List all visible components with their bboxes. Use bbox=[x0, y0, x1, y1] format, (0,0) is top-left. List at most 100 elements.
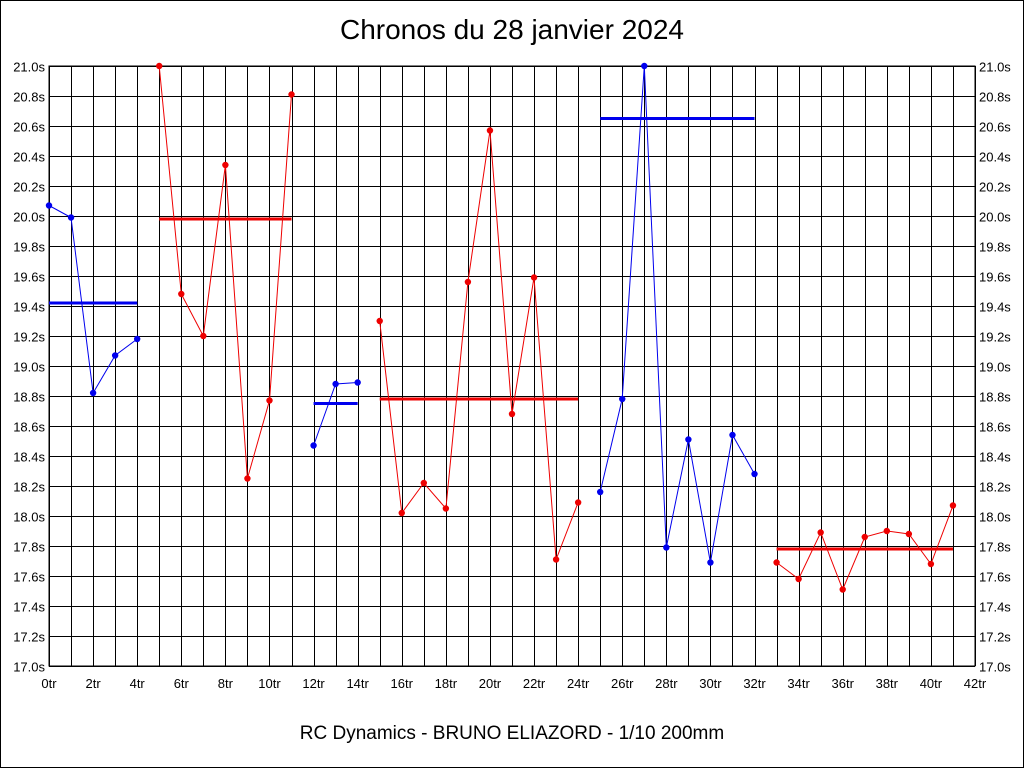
series-line bbox=[313, 382, 358, 446]
y-tick-label-left: 20.4s bbox=[13, 150, 45, 165]
y-tick-label-left: 18.0s bbox=[13, 510, 45, 525]
y-tick-label-left: 20.0s bbox=[13, 210, 45, 225]
data-point bbox=[508, 410, 516, 418]
data-point bbox=[574, 499, 582, 506]
y-tick-label-right: 19.6s bbox=[979, 270, 1011, 285]
y-tick-label-right: 17.8s bbox=[979, 540, 1011, 555]
y-tick-label-left: 18.6s bbox=[13, 420, 45, 435]
data-point bbox=[773, 559, 780, 566]
x-tick-label: 34tr bbox=[787, 676, 810, 691]
data-point bbox=[663, 544, 670, 551]
chart-grid bbox=[48, 65, 976, 667]
data-point bbox=[883, 527, 891, 535]
y-tick-label-right: 17.2s bbox=[979, 630, 1011, 645]
data-point bbox=[266, 397, 273, 404]
y-tick-label-right: 19.4s bbox=[979, 300, 1011, 315]
x-tick-label: 22tr bbox=[523, 676, 546, 691]
y-tick-label-right: 17.4s bbox=[979, 600, 1011, 615]
y-tick-label-left: 17.8s bbox=[13, 540, 45, 555]
data-point bbox=[442, 505, 450, 512]
y-tick-label-right: 19.2s bbox=[979, 330, 1011, 345]
y-tick-label-left: 19.2s bbox=[13, 330, 45, 345]
y-tick-label-left: 19.4s bbox=[13, 300, 45, 315]
chart-title: Chronos du 28 janvier 2024 bbox=[339, 14, 684, 45]
data-point bbox=[839, 586, 846, 593]
y-axis-left: 17.0s 17.2s 17.4s 17.6s 17.8s 18.0s 18.2s 18.4s… bbox=[13, 60, 45, 675]
y-tick-label-right: 18.8s bbox=[979, 390, 1011, 405]
y-tick-label-right: 20.4s bbox=[979, 150, 1011, 165]
x-tick-label: 20tr bbox=[479, 676, 502, 691]
data-point bbox=[354, 379, 361, 386]
y-axis-right: 17.0s 17.2s 17.4s 17.6s 17.8s 18.0s 18.2s 18.4s… bbox=[979, 60, 1011, 675]
data-point bbox=[707, 559, 714, 566]
x-tick-label: 38tr bbox=[876, 676, 899, 691]
y-tick-label-left: 17.2s bbox=[13, 630, 45, 645]
x-tick-label: 14tr bbox=[346, 676, 369, 691]
mean-lines bbox=[49, 117, 953, 551]
data-point bbox=[861, 533, 868, 541]
y-tick-label-left: 18.2s bbox=[13, 480, 45, 495]
data-point bbox=[751, 470, 758, 478]
y-tick-label-left: 20.2s bbox=[13, 180, 45, 195]
x-tick-label: 28tr bbox=[655, 676, 678, 691]
x-tick-label: 16tr bbox=[391, 676, 414, 691]
y-tick-label-right: 18.0s bbox=[979, 510, 1011, 525]
data-point bbox=[178, 290, 185, 298]
data-point bbox=[817, 529, 824, 536]
x-axis: 0tr 2tr 4tr 6tr 8tr 10tr 12tr 14tr 16tr 18tr 20tr 2… bbox=[41, 676, 986, 691]
y-tick-label-left: 18.8s bbox=[13, 390, 45, 405]
y-tick-label-right: 19.8s bbox=[979, 240, 1011, 255]
y-tick-label-left: 17.4s bbox=[13, 600, 45, 615]
x-tick-label: 24tr bbox=[567, 676, 590, 691]
data-point bbox=[795, 575, 802, 583]
data-point bbox=[530, 274, 538, 281]
x-tick-label: 36tr bbox=[832, 676, 855, 691]
series-line bbox=[379, 130, 579, 560]
y-tick-label-right: 20.0s bbox=[979, 210, 1011, 225]
x-tick-label: 8tr bbox=[218, 676, 234, 691]
y-tick-label-right: 20.8s bbox=[979, 90, 1011, 105]
data-point bbox=[619, 395, 626, 403]
y-tick-label-right: 18.6s bbox=[979, 420, 1011, 435]
data-point bbox=[641, 62, 648, 70]
y-tick-label-left: 19.0s bbox=[13, 360, 45, 375]
series-lines bbox=[45, 62, 957, 593]
data-point bbox=[376, 317, 383, 325]
data-point bbox=[685, 436, 692, 443]
data-point bbox=[486, 127, 494, 134]
data-point bbox=[67, 214, 75, 221]
data-point bbox=[905, 530, 913, 538]
y-tick-label-left: 20.6s bbox=[13, 120, 45, 135]
y-tick-label-left: 20.8s bbox=[13, 90, 45, 105]
x-tick-label: 10tr bbox=[258, 676, 281, 691]
data-point bbox=[111, 352, 119, 359]
data-point bbox=[288, 91, 295, 98]
x-tick-label: 0tr bbox=[41, 676, 57, 691]
data-point bbox=[222, 161, 229, 169]
y-tick-label-right: 17.6s bbox=[979, 570, 1011, 585]
x-tick-label: 2tr bbox=[86, 676, 102, 691]
x-tick-label: 12tr bbox=[302, 676, 325, 691]
data-point bbox=[200, 332, 207, 340]
x-tick-label: 26tr bbox=[611, 676, 634, 691]
y-tick-label-left: 21.0s bbox=[13, 60, 45, 75]
data-point bbox=[244, 475, 251, 482]
data-point bbox=[949, 502, 957, 509]
x-tick-label: 32tr bbox=[743, 676, 766, 691]
y-tick-label-left: 17.6s bbox=[13, 570, 45, 585]
data-point bbox=[89, 389, 97, 397]
x-tick-label: 42tr bbox=[964, 676, 987, 691]
x-tick-label: 30tr bbox=[699, 676, 722, 691]
y-tick-label-right: 21.0s bbox=[979, 60, 1011, 75]
y-tick-label-right: 20.2s bbox=[979, 180, 1011, 195]
chart-subtitle: RC Dynamics - BRUNO ELIAZORD - 1/10 200m… bbox=[299, 723, 725, 744]
y-tick-label-left: 19.6s bbox=[13, 270, 45, 285]
x-tick-label: 6tr bbox=[174, 676, 190, 691]
y-tick-label-left: 19.8s bbox=[13, 240, 45, 255]
y-tick-label-right: 17.0s bbox=[979, 660, 1011, 675]
x-tick-label: 18tr bbox=[435, 676, 458, 691]
y-tick-label-left: 17.0s bbox=[13, 660, 45, 675]
series-line bbox=[599, 65, 755, 563]
data-point bbox=[927, 560, 935, 568]
